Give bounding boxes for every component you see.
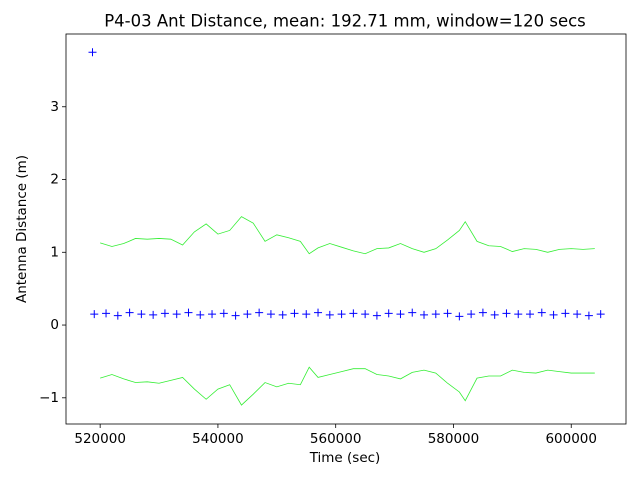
data-point [396,310,405,319]
data-point [490,310,499,319]
x-axis-label: Time (sec) [309,450,381,466]
data-point [184,308,193,317]
data-line [100,216,595,255]
x-tick-label: 560000 [310,431,362,447]
x-tick-label: 580000 [428,431,480,447]
data-point [361,310,370,319]
y-tick-label: 3 [50,99,59,115]
data-point [137,310,146,319]
y-tick-label: 1 [50,244,59,260]
data-point [208,310,217,319]
data-point [420,310,429,319]
data-point [384,309,393,318]
data-point [584,311,593,320]
data-point [255,308,264,317]
data-point [160,309,169,318]
y-axis-label: Antenna Distance (m) [14,155,30,303]
data-point [573,310,582,319]
data-point [302,310,311,319]
plot-frame [65,33,627,425]
data-point [149,310,158,319]
data-point [90,310,99,319]
data-point [88,48,97,57]
data-point [443,309,452,318]
data-point [290,309,299,318]
data-point [349,309,358,318]
data-point [467,310,476,319]
data-point [372,311,381,320]
data-point [196,310,205,319]
data-point [596,310,605,319]
x-tick-label: 600000 [545,431,597,447]
data-point [514,310,523,319]
data-point [337,310,346,319]
y-tick-label: −1 [39,390,59,406]
data-point [455,312,464,321]
data-point [102,309,111,318]
data-point [537,308,546,317]
y-tick-label: 0 [50,317,59,333]
chart-title: P4-03 Ant Distance, mean: 192.71 mm, win… [104,12,586,31]
data-point [172,310,181,319]
x-tick-label: 540000 [192,431,244,447]
data-point [325,310,334,319]
data-point [231,311,240,320]
data-point [266,310,275,319]
data-point [431,310,440,319]
x-tick-label: 520000 [74,431,126,447]
data-point [478,308,487,317]
y-tick-label: 2 [50,172,59,188]
data-point [314,308,323,317]
data-point [408,308,417,317]
data-point [243,310,252,319]
data-point [561,309,570,318]
data-point [549,310,558,319]
data-point [219,309,228,318]
data-point [502,309,511,318]
data-point [125,308,134,317]
data-line [100,366,595,406]
data-point [526,310,535,319]
data-point [278,310,287,319]
data-point [113,311,122,320]
